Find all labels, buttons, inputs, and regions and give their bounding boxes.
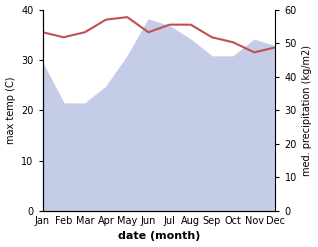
Y-axis label: med. precipitation (kg/m2): med. precipitation (kg/m2) bbox=[302, 45, 313, 176]
X-axis label: date (month): date (month) bbox=[118, 231, 200, 242]
Y-axis label: max temp (C): max temp (C) bbox=[5, 77, 16, 144]
